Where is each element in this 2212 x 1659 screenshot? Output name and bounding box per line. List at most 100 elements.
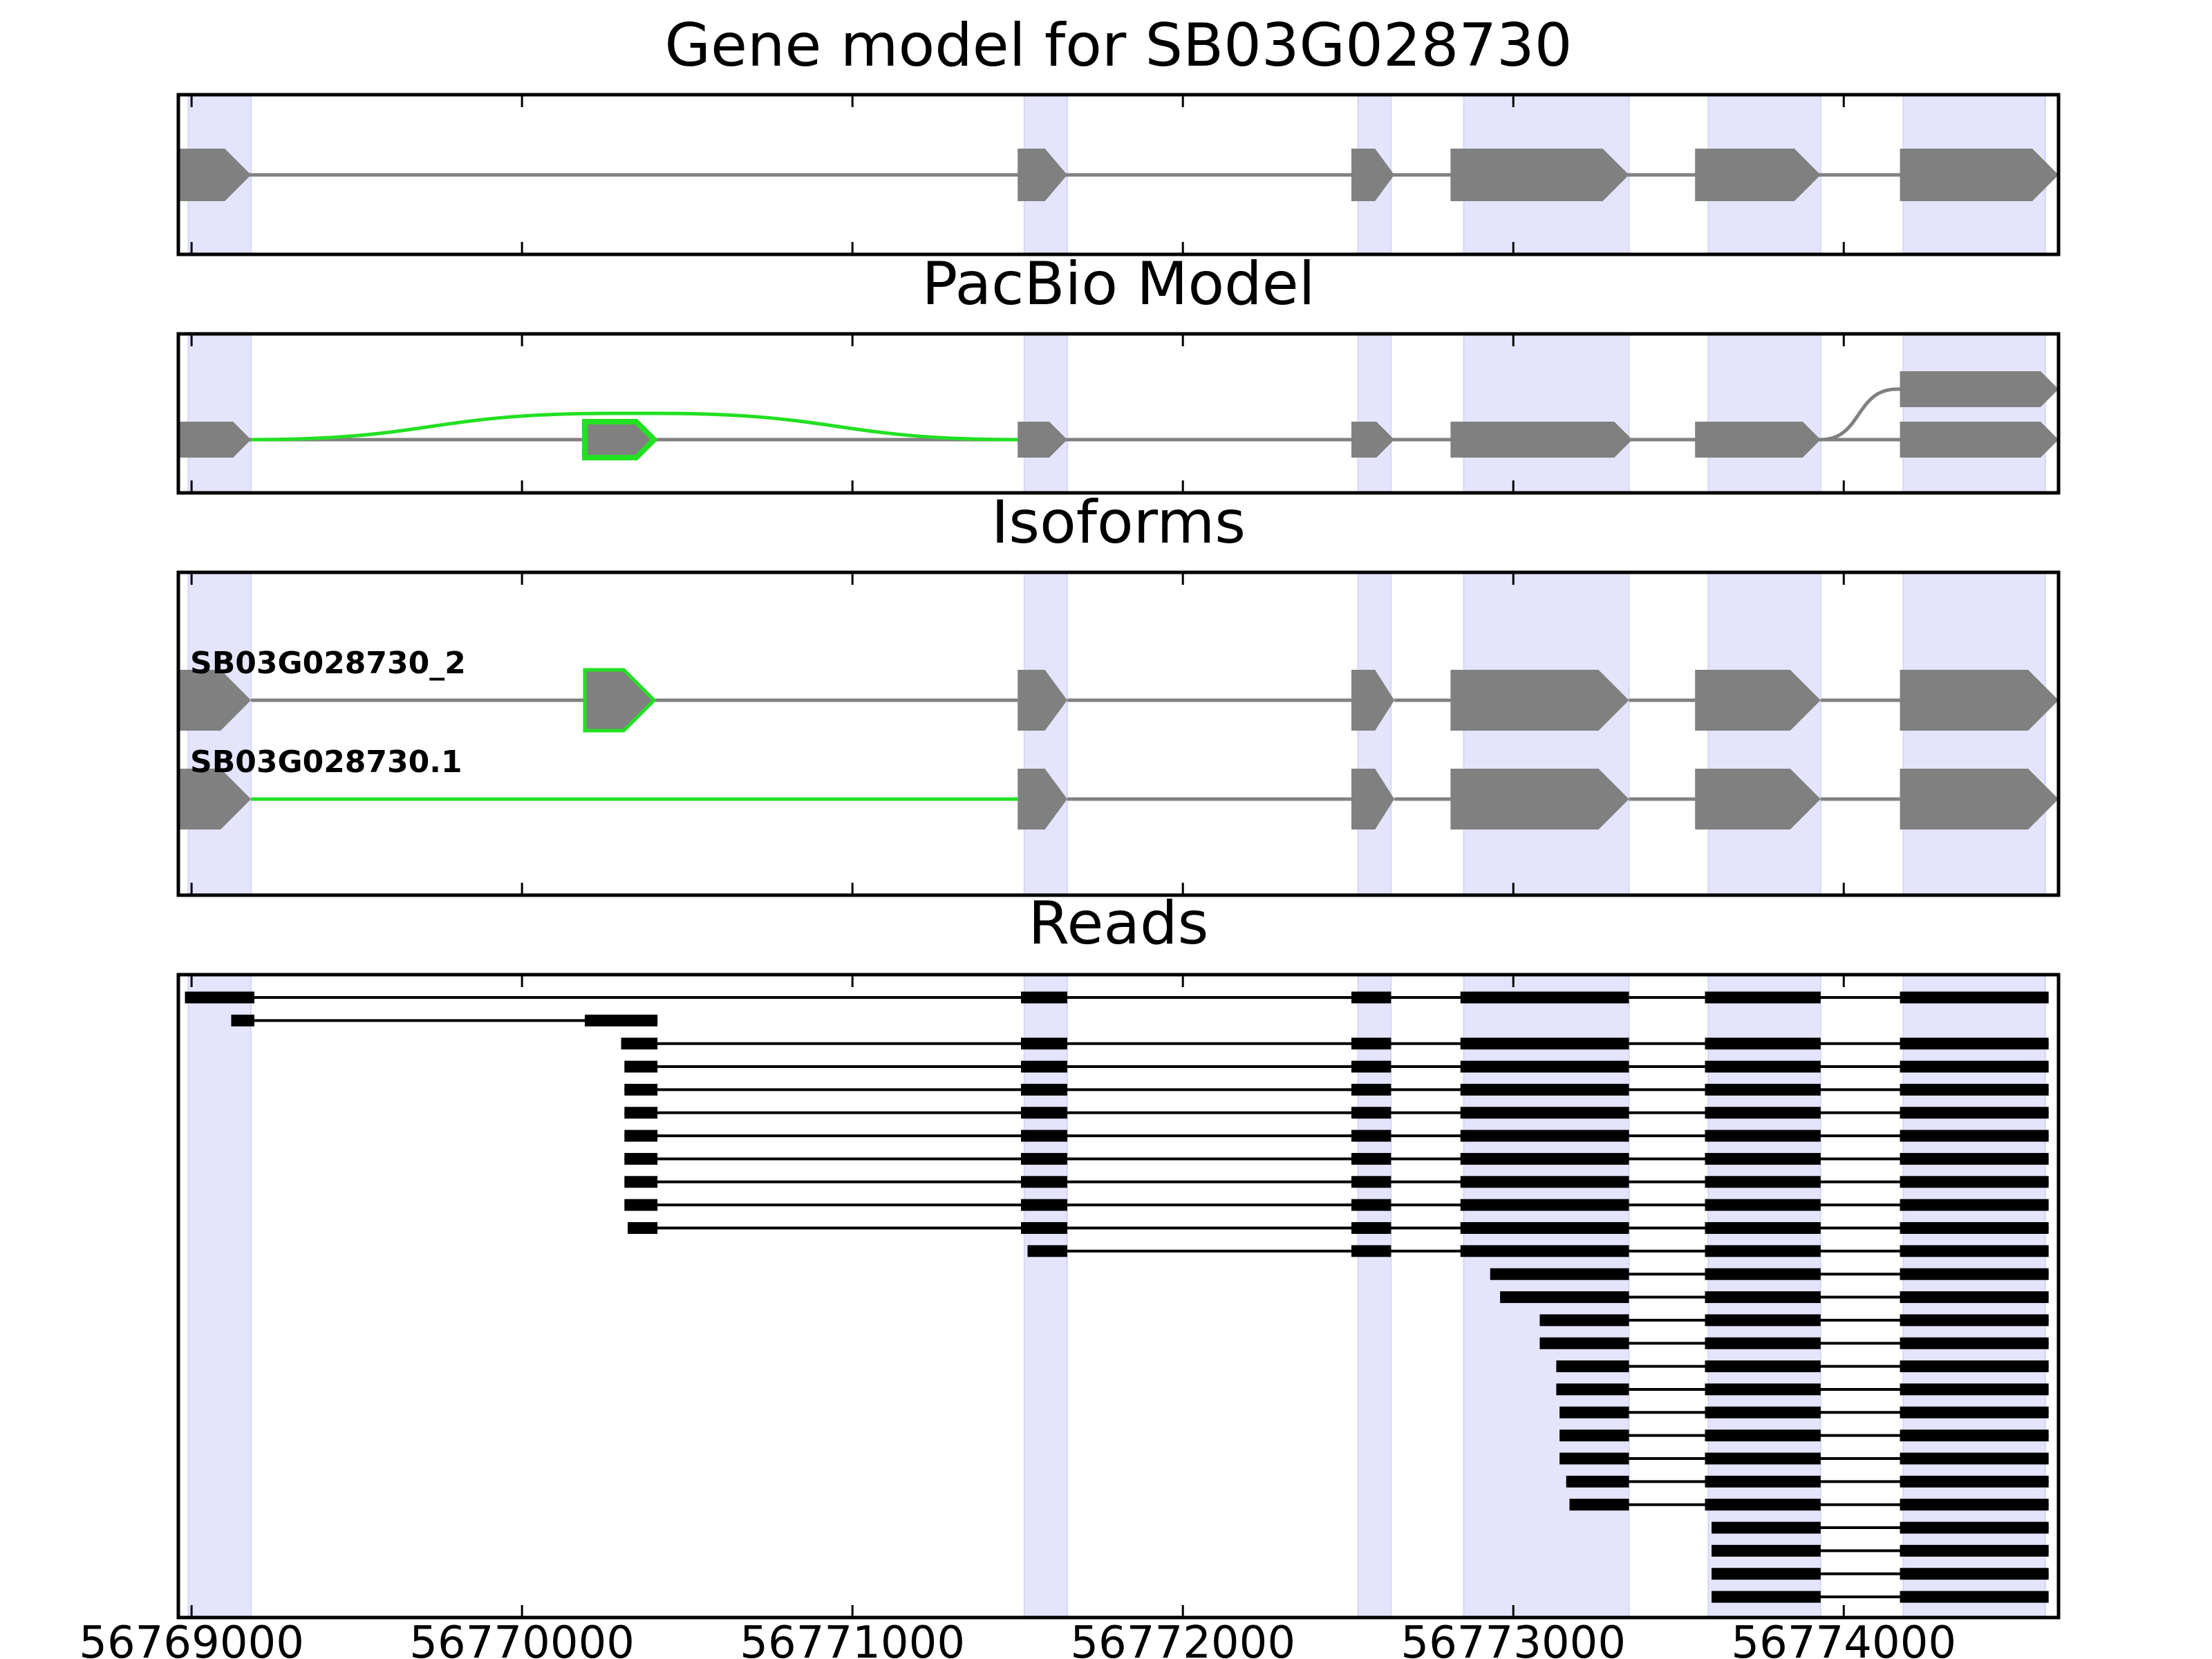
exon-highlight-band <box>1023 333 1068 494</box>
read-block <box>1351 1130 1391 1142</box>
isoform-exon <box>1900 769 2059 830</box>
x-tick-label: 56774000 <box>1731 1618 1956 1659</box>
read-block <box>1900 1360 2049 1373</box>
isoform-exon <box>1450 670 1629 731</box>
isoform-exon <box>1900 670 2059 731</box>
pacbio-exon <box>1695 422 1821 458</box>
exon-highlight-band <box>1707 333 1821 494</box>
read-block <box>1900 1452 2049 1465</box>
read-block <box>1351 1245 1391 1257</box>
exon-highlight-band <box>1023 974 1068 1618</box>
x-axis-tick-labels: 56769000 56770000 56771000 56772000 56773000… <box>79 1618 1956 1659</box>
read-block <box>1712 1544 1821 1557</box>
read-block <box>1900 1383 2049 1396</box>
read-block <box>1460 1176 1629 1188</box>
pacbio-model-title: PacBio Model <box>921 250 1315 319</box>
read-block <box>1027 1245 1067 1257</box>
read-block <box>1460 991 1629 1004</box>
read-block <box>1020 1107 1067 1119</box>
read-block <box>1705 991 1821 1004</box>
read-block <box>1020 1222 1067 1234</box>
read-block <box>1900 991 2049 1004</box>
read-block <box>1705 1291 1821 1304</box>
read-block <box>1556 1360 1629 1373</box>
read-block <box>1556 1383 1629 1396</box>
isoform-exon <box>1695 670 1821 731</box>
read-block <box>1705 1406 1821 1418</box>
isoform-alternative-exon <box>583 668 657 733</box>
read-block <box>1020 1038 1067 1050</box>
pacbio-alternative-end-exon <box>1900 371 2059 407</box>
isoform-label: SB03G028730_2 <box>190 646 466 681</box>
read-block <box>624 1107 658 1119</box>
gene-model-exon <box>1450 149 1629 201</box>
read-block <box>1460 1107 1629 1119</box>
read-block <box>1900 1222 2049 1234</box>
pacbio-alternative-end-connector <box>1820 387 1900 442</box>
read-block <box>1705 1130 1821 1142</box>
read-block <box>1351 1083 1391 1096</box>
read-block <box>1705 1107 1821 1119</box>
exon-highlight-band <box>1463 572 1630 896</box>
isoform-exon <box>1351 769 1395 830</box>
x-tick-label: 56771000 <box>740 1618 965 1659</box>
read-block <box>1351 1222 1391 1234</box>
read-block <box>1351 1152 1391 1165</box>
read-block <box>1351 1199 1391 1211</box>
read-block <box>1900 1406 2049 1418</box>
read-block <box>1705 1337 1821 1349</box>
isoform-exon <box>1450 769 1629 830</box>
gene-model-exon <box>1018 149 1067 201</box>
exon-highlight-band <box>1357 974 1392 1618</box>
read-block <box>1712 1591 1821 1603</box>
track-features <box>178 149 2059 1603</box>
isoform-exon <box>1018 670 1067 731</box>
read-block <box>1559 1430 1629 1442</box>
exon-highlight-band <box>187 333 252 494</box>
isoform-exon <box>1018 769 1067 830</box>
read-block <box>1705 1383 1821 1396</box>
read-block <box>1460 1199 1629 1211</box>
read-block <box>1351 1038 1391 1050</box>
isoform-exon <box>1695 769 1821 830</box>
isoforms-title: Isoforms <box>991 488 1246 557</box>
read-block <box>1705 1314 1821 1327</box>
isoform-label: SB03G028730.1 <box>190 744 462 780</box>
panel-frame <box>176 570 2061 897</box>
read-block <box>1712 1521 1821 1534</box>
read-block <box>1490 1268 1629 1280</box>
read-block <box>1020 991 1067 1004</box>
read-block <box>1460 1083 1629 1096</box>
read-block <box>1705 1176 1821 1188</box>
read-block <box>624 1130 658 1142</box>
read-block <box>1559 1406 1629 1418</box>
read-block <box>1020 1060 1067 1073</box>
read-block <box>1900 1038 2049 1050</box>
read-block <box>1900 1430 2049 1442</box>
isoform-exon <box>1351 670 1395 731</box>
gene-model-title: Gene model for SB03G028730 <box>665 11 1573 80</box>
x-tick-label: 56773000 <box>1400 1618 1626 1659</box>
exon-highlight-band <box>1357 572 1392 896</box>
read-block <box>1500 1291 1629 1304</box>
pacbio-exon <box>1351 422 1395 458</box>
exon-highlight-band <box>1357 333 1392 494</box>
pacbio-exon <box>178 422 252 458</box>
read-block <box>1539 1314 1629 1327</box>
read-block <box>624 1199 658 1211</box>
pacbio-alternative-intron-arc <box>251 411 1018 442</box>
read-block <box>1569 1499 1629 1511</box>
read-block <box>1900 1083 2049 1096</box>
read-block <box>1559 1452 1629 1465</box>
read-block <box>1460 1130 1629 1142</box>
read-block <box>1900 1176 2049 1188</box>
read-block <box>1900 1130 2049 1142</box>
read-block <box>1900 1314 2049 1327</box>
read-block <box>1351 1060 1391 1073</box>
read-block <box>1460 1038 1629 1050</box>
read-block <box>624 1176 658 1188</box>
read-block <box>185 991 254 1004</box>
read-block <box>624 1060 658 1073</box>
read-block <box>1020 1083 1067 1096</box>
exon-highlight-band <box>1902 572 2046 896</box>
